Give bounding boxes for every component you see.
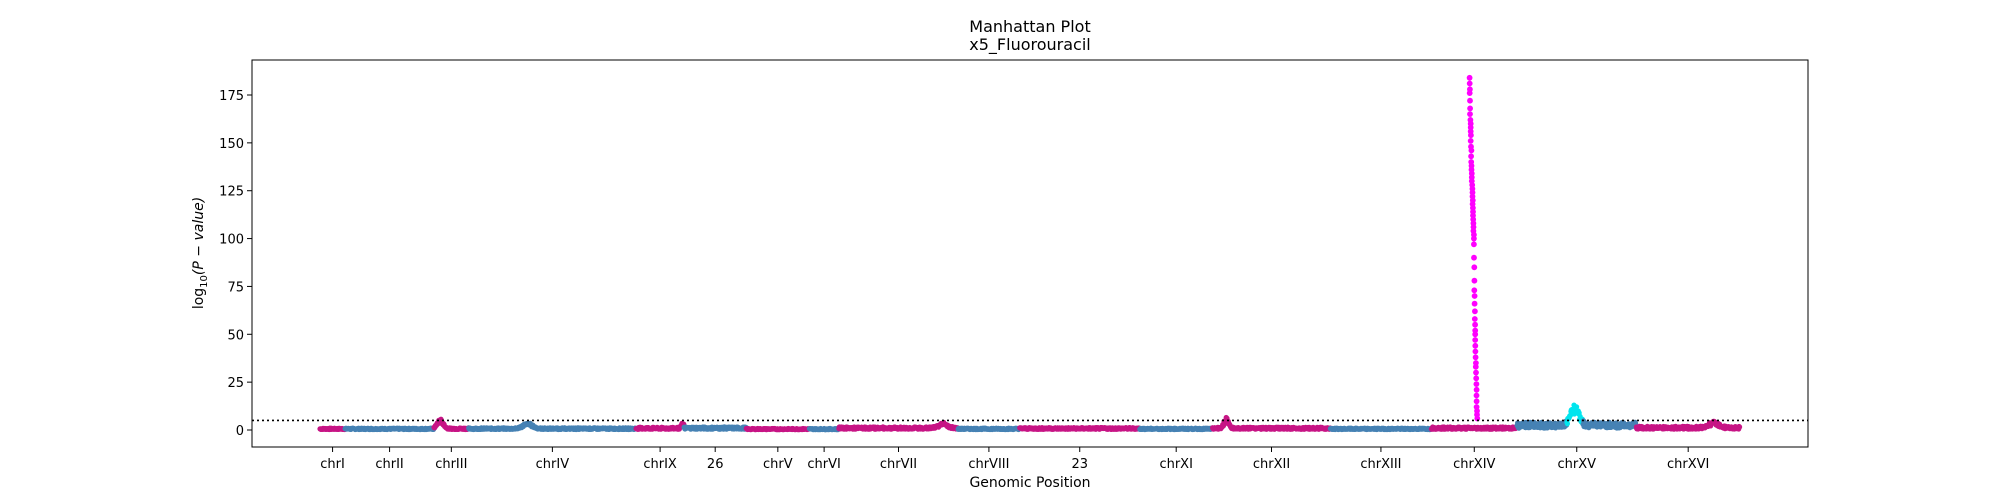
x-tick-label: chrV xyxy=(763,457,793,472)
snp-hit-point xyxy=(1472,348,1479,355)
snp-hit-point xyxy=(1473,386,1480,393)
snp-hit-point xyxy=(1467,97,1473,104)
y-tick-label: 175 xyxy=(219,89,244,104)
chart-subtitle: x5_Fluorouracil xyxy=(969,35,1090,55)
snp-hit-point xyxy=(1467,105,1473,112)
x-tick-label: chrXII xyxy=(1253,457,1290,472)
snp-hit-point xyxy=(1471,241,1477,248)
snp-hit-point xyxy=(1471,316,1478,322)
y-axis-label: log10(P − value) xyxy=(191,197,210,309)
snp-hit-point xyxy=(1468,132,1474,139)
y-axis: 0 25 50 75 100 125 150 175 xyxy=(219,89,252,439)
snp-hit-point xyxy=(1471,300,1478,307)
snp-hit-point xyxy=(1473,375,1480,382)
snp-hit-point xyxy=(1472,337,1479,343)
y-axis-label-base: 10 xyxy=(199,275,210,288)
y-axis-label-quantity: (P − value) xyxy=(191,197,207,275)
snp-point xyxy=(1574,404,1580,410)
snp-hit-point xyxy=(1472,308,1478,315)
snp-hit-point xyxy=(1473,398,1480,405)
x-tick-label: chrXI xyxy=(1159,457,1192,472)
x-tick-label: chrXVI xyxy=(1667,457,1709,472)
y-tick-label: 0 xyxy=(236,424,244,439)
x-tick-label: chrIII xyxy=(435,457,467,472)
snp-point xyxy=(1564,421,1570,427)
snp-hit-point xyxy=(1473,369,1479,376)
x-tick-label: chrI xyxy=(320,457,345,472)
x-tick-label: chrXIV xyxy=(1453,457,1495,472)
snp-hit-point xyxy=(1471,287,1478,294)
x-tick-label: 26 xyxy=(707,457,724,472)
x-tick-label: chrVI xyxy=(807,457,840,472)
x-tick-label: chrII xyxy=(375,457,403,472)
y-tick-label: 125 xyxy=(219,185,244,200)
snp-hit-point xyxy=(1471,264,1478,271)
snp-hit-point xyxy=(1472,354,1479,361)
snp-hit-point xyxy=(1466,80,1473,87)
snp-hit-point xyxy=(1471,293,1478,299)
x-tick-label: chrIV xyxy=(536,457,570,472)
chart-title: Manhattan Plot xyxy=(969,17,1090,36)
x-tick-label: chrXV xyxy=(1557,457,1596,472)
x-tick-label: 23 xyxy=(1071,457,1088,472)
plot-frame xyxy=(251,59,1809,448)
snp-hit-point xyxy=(1472,363,1479,370)
y-tick-label: 25 xyxy=(227,376,244,391)
snp-hit-point xyxy=(1467,138,1474,144)
snp-hit-point xyxy=(1466,74,1473,81)
plot-marks xyxy=(317,74,1743,433)
snp-hit-point xyxy=(1468,147,1475,154)
x-axis: chrI chrII chrIII chrIV chrIX 26 chrV chrVI chrV… xyxy=(320,447,1709,472)
y-tick-label: 150 xyxy=(219,137,244,152)
snp-hit-point xyxy=(1468,153,1474,160)
snp-hit-point xyxy=(1472,331,1479,338)
snp-hit-point xyxy=(1466,90,1473,96)
snp-hit-point xyxy=(1471,254,1477,261)
x-tick-label: chrVIII xyxy=(968,457,1009,472)
y-tick-label: 50 xyxy=(227,328,244,343)
snp-point xyxy=(1737,424,1743,430)
snp-hit-point xyxy=(1472,321,1478,328)
snp-hit-point xyxy=(1471,235,1477,242)
y-tick-label: 100 xyxy=(219,233,244,248)
snp-hit-point xyxy=(1472,342,1479,349)
snp-hit-point xyxy=(1473,381,1480,387)
snp-hit-point xyxy=(1471,277,1478,284)
y-tick-label: 75 xyxy=(227,280,244,295)
y-axis-label-log: log xyxy=(191,288,207,309)
x-tick-label: chrXIII xyxy=(1360,457,1401,472)
snp-hit-point xyxy=(1467,111,1473,117)
snp-hit-point xyxy=(1473,392,1480,399)
x-tick-label: chrVII xyxy=(880,457,917,472)
x-axis-label: Genomic Position xyxy=(969,475,1090,491)
x-tick-label: chrIX xyxy=(643,457,677,472)
